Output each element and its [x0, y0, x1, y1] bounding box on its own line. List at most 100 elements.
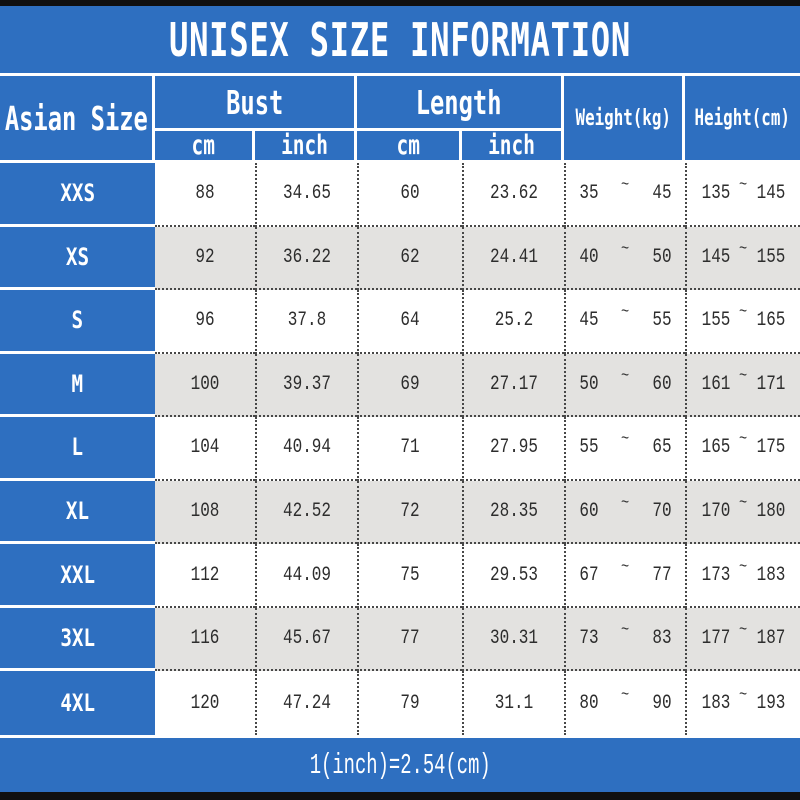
height-range-cell-min: 161 — [701, 372, 731, 396]
tilde-separator: ~ — [621, 176, 630, 196]
length-cm-cell: 75 — [357, 544, 462, 608]
weight-range-cell: 50 ~60 — [564, 353, 685, 418]
size-label-cell: S — [0, 290, 155, 354]
length-cm-cell-value: 71 — [400, 436, 421, 460]
bust-cm-cell-value: 92 — [195, 245, 215, 269]
title-divider — [0, 73, 800, 76]
height-range-cell-max: 175 — [756, 436, 786, 460]
height-range-cell-max: 187 — [756, 627, 786, 651]
bust-cm-cell: 120 — [155, 671, 255, 735]
length-cm-cell-value: 75 — [400, 563, 421, 587]
tilde-separator: ~ — [621, 685, 630, 705]
height-range-cell: 173 ~183 — [685, 544, 800, 608]
size-label: M — [71, 369, 84, 398]
bust-inch-cell-value: 39.37 — [282, 372, 331, 396]
tilde-separator: ~ — [621, 430, 630, 450]
weight-range-cell: 67 ~77 — [564, 544, 685, 608]
tilde-separator: ~ — [739, 366, 748, 386]
size-label-cell: XL — [0, 480, 155, 545]
length-cm-cell-value: 77 — [400, 627, 421, 651]
size-label-cell: 3XL — [0, 607, 155, 672]
height-range-cell-min: 170 — [701, 500, 731, 524]
bust-cm-label: cm — [191, 131, 216, 160]
table-row: M 100 39.37 69 27.17 50 ~60 161 ~171 — [0, 353, 800, 418]
bust-cm-cell: 116 — [155, 607, 255, 672]
table-row: L 104 40.94 71 27.95 55 ~65 165 ~175 — [0, 417, 800, 481]
header-subcell-bust-inch: inch — [255, 131, 357, 160]
header-subcell-length-inch: inch — [462, 131, 564, 160]
size-label-cell: XXL — [0, 544, 155, 608]
weight-range-cell: 80 ~90 — [564, 671, 685, 735]
weight-label: Weight(kg) — [575, 105, 671, 131]
bust-label: Bust — [225, 82, 284, 122]
size-label: XXS — [60, 179, 95, 208]
length-cm-cell: 79 — [357, 671, 462, 735]
length-inch-cell: 27.95 — [462, 417, 564, 481]
bust-inch-cell-value: 42.52 — [282, 500, 331, 524]
bust-cm-cell: 96 — [155, 290, 255, 354]
weight-range-cell-min: 55 — [579, 436, 599, 460]
length-inch-cell-value: 29.53 — [489, 563, 538, 587]
bust-cm-cell-value: 108 — [190, 500, 220, 524]
title-bar: UNISEX SIZE INFORMATION — [0, 6, 800, 73]
tilde-separator: ~ — [621, 366, 630, 386]
height-range-cell-min: 135 — [701, 182, 731, 206]
bust-cm-cell-value: 104 — [190, 436, 220, 460]
length-cm-cell: 77 — [357, 607, 462, 672]
bust-cm-cell-value: 88 — [195, 182, 215, 206]
height-range-cell-min: 145 — [701, 245, 731, 269]
size-label: L — [71, 433, 84, 462]
height-range-cell-max: 183 — [756, 563, 786, 587]
length-cm-cell-value: 79 — [400, 691, 421, 715]
bust-cm-cell: 104 — [155, 417, 255, 481]
weight-range-cell-max: 50 — [652, 245, 672, 269]
length-inch-cell: 30.31 — [462, 607, 564, 672]
size-label: 4XL — [60, 689, 95, 718]
length-inch-cell-value: 25.2 — [494, 309, 534, 333]
length-inch-cell-value: 27.17 — [489, 372, 538, 396]
size-label-cell: M — [0, 353, 155, 418]
length-inch-cell: 23.62 — [462, 163, 564, 227]
length-cm-cell-value: 60 — [400, 182, 421, 206]
bust-inch-cell-value: 47.24 — [282, 691, 331, 715]
conversion-note: 1(inch)=2.54(cm) — [309, 748, 491, 782]
bust-cm-cell-value: 120 — [190, 691, 220, 715]
size-label-cell: XXS — [0, 163, 155, 227]
length-cm-cell-value: 62 — [400, 245, 421, 269]
size-label: XS — [65, 242, 90, 271]
size-label-cell: 4XL — [0, 671, 155, 735]
size-label: S — [71, 306, 84, 335]
height-range-cell-max: 155 — [756, 245, 786, 269]
bust-inch-cell: 34.65 — [255, 163, 357, 227]
weight-range-cell-max: 45 — [652, 182, 672, 206]
bust-inch-cell-value: 37.8 — [287, 309, 327, 333]
length-inch-cell: 24.41 — [462, 226, 564, 291]
header-divider — [0, 160, 800, 163]
table-body: XXS 88 34.65 60 23.62 35 ~45 135 ~145 XS 92 36.22 62… — [0, 163, 800, 735]
bust-cm-cell-value: 100 — [190, 372, 220, 396]
length-cm-cell: 69 — [357, 353, 462, 418]
length-cm-cell-value: 64 — [400, 309, 421, 333]
length-inch-cell-value: 24.41 — [489, 245, 538, 269]
table-row: XXS 88 34.65 60 23.62 35 ~45 135 ~145 — [0, 163, 800, 227]
tilde-separator: ~ — [621, 303, 630, 323]
size-label-cell: XS — [0, 226, 155, 291]
height-label: Height(cm) — [694, 105, 791, 131]
length-inch-cell: 31.1 — [462, 671, 564, 735]
header-subcell-bust-cm: cm — [155, 131, 255, 160]
bust-inch-cell: 37.8 — [255, 290, 357, 354]
tilde-separator: ~ — [739, 685, 748, 705]
height-range-cell-max: 165 — [756, 309, 786, 333]
bust-cm-cell: 88 — [155, 163, 255, 227]
length-cm-cell-value: 69 — [400, 372, 421, 396]
height-range-cell-min: 165 — [701, 436, 731, 460]
bust-inch-cell-value: 45.67 — [282, 627, 331, 651]
footer-divider — [0, 735, 800, 738]
bust-cm-cell: 100 — [155, 353, 255, 418]
weight-range-cell-min: 60 — [579, 500, 599, 524]
bust-inch-cell: 40.94 — [255, 417, 357, 481]
height-range-cell-max: 145 — [756, 182, 786, 206]
table-row: XS 92 36.22 62 24.41 40 ~50 145 ~155 — [0, 226, 800, 291]
length-cm-cell: 60 — [357, 163, 462, 227]
